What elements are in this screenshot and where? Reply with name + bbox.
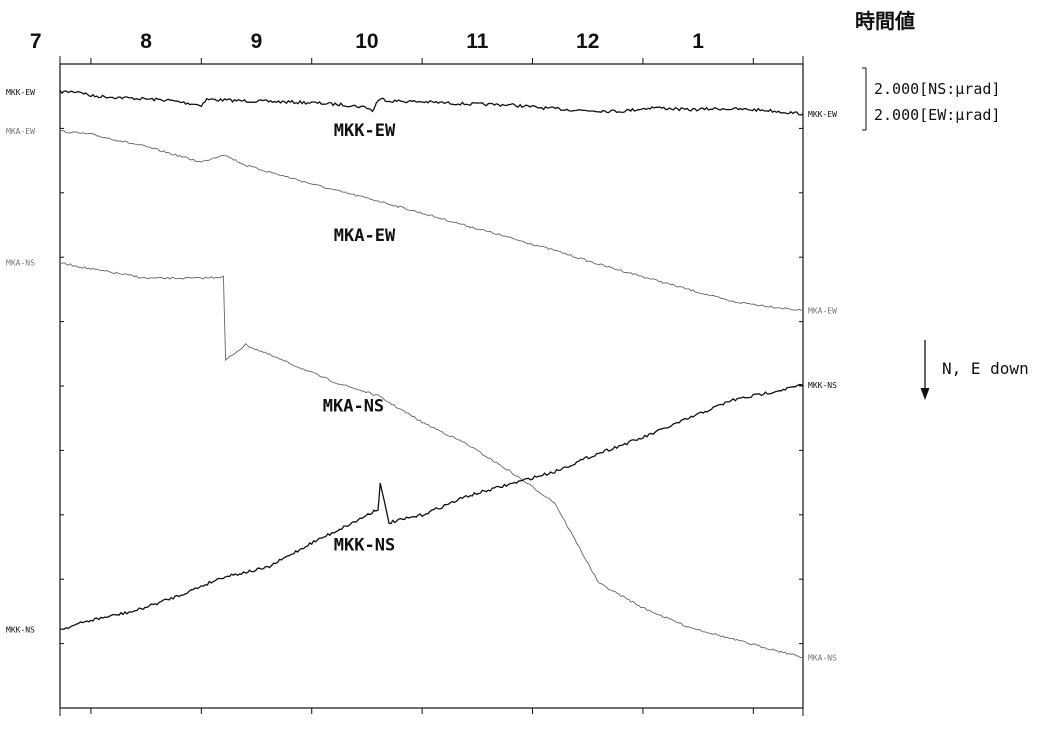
left-tag-mkk-ns: MKK-NS <box>6 626 35 635</box>
x-tick-label: 10 <box>355 30 378 53</box>
x-tick-label: 1 <box>692 30 704 53</box>
series-line-mkk-ew <box>59 90 804 116</box>
direction-note: N, E down <box>942 359 1029 378</box>
series-line-mka-ew <box>59 129 804 312</box>
series-label-mkk-ns: MKK-NS <box>334 536 395 556</box>
left-tag-mka-ew: MKA-EW <box>6 127 35 136</box>
series-layer <box>59 90 804 659</box>
series-label-mka-ew: MKA-EW <box>334 226 396 246</box>
edge-tag-labels: MKK-EWMKK-EWMKA-EWMKA-EWMKA-NSMKA-NSMKK-… <box>6 88 837 663</box>
down-arrow-icon <box>920 340 930 400</box>
x-tick-label: 12 <box>576 30 599 53</box>
series-line-mkk-ns <box>60 383 804 630</box>
right-tag-mka-ew: MKA-EW <box>808 307 837 316</box>
right-tag-mkk-ew: MKK-EW <box>808 110 837 119</box>
x-tick-label: 7 <box>30 30 42 53</box>
x-tick-labels: 7 8 9 10 11 12 1 <box>30 30 704 53</box>
scale-bar <box>862 67 867 131</box>
series-label-mkk-ew: MKK-EW <box>334 121 396 141</box>
right-tag-mkk-ns: MKK-NS <box>808 381 837 390</box>
y-axis-ticks <box>60 127 803 645</box>
x-tick-label: 8 <box>140 30 152 53</box>
x-tick-label: 11 <box>466 30 489 53</box>
x-tick-label: 9 <box>251 30 263 53</box>
scale-ns-label: 2.000[NS:μrad] <box>874 80 1000 98</box>
plot-frame <box>59 63 804 709</box>
series-line-mka-ns <box>60 262 804 659</box>
x-axis-bottom <box>59 708 804 716</box>
series-name-labels: MKK-EW MKA-EW MKA-NS MKK-NS <box>323 121 396 556</box>
x-axis-top <box>59 56 804 64</box>
left-tag-mka-ns: MKA-NS <box>6 259 35 268</box>
series-label-mka-ns: MKA-NS <box>323 396 384 416</box>
left-tag-mkk-ew: MKK-EW <box>6 88 35 97</box>
scale-ew-label: 2.000[EW:μrad] <box>874 106 1000 124</box>
chart-title: 時間値 <box>855 9 915 33</box>
right-tag-mka-ns: MKA-NS <box>808 653 837 662</box>
